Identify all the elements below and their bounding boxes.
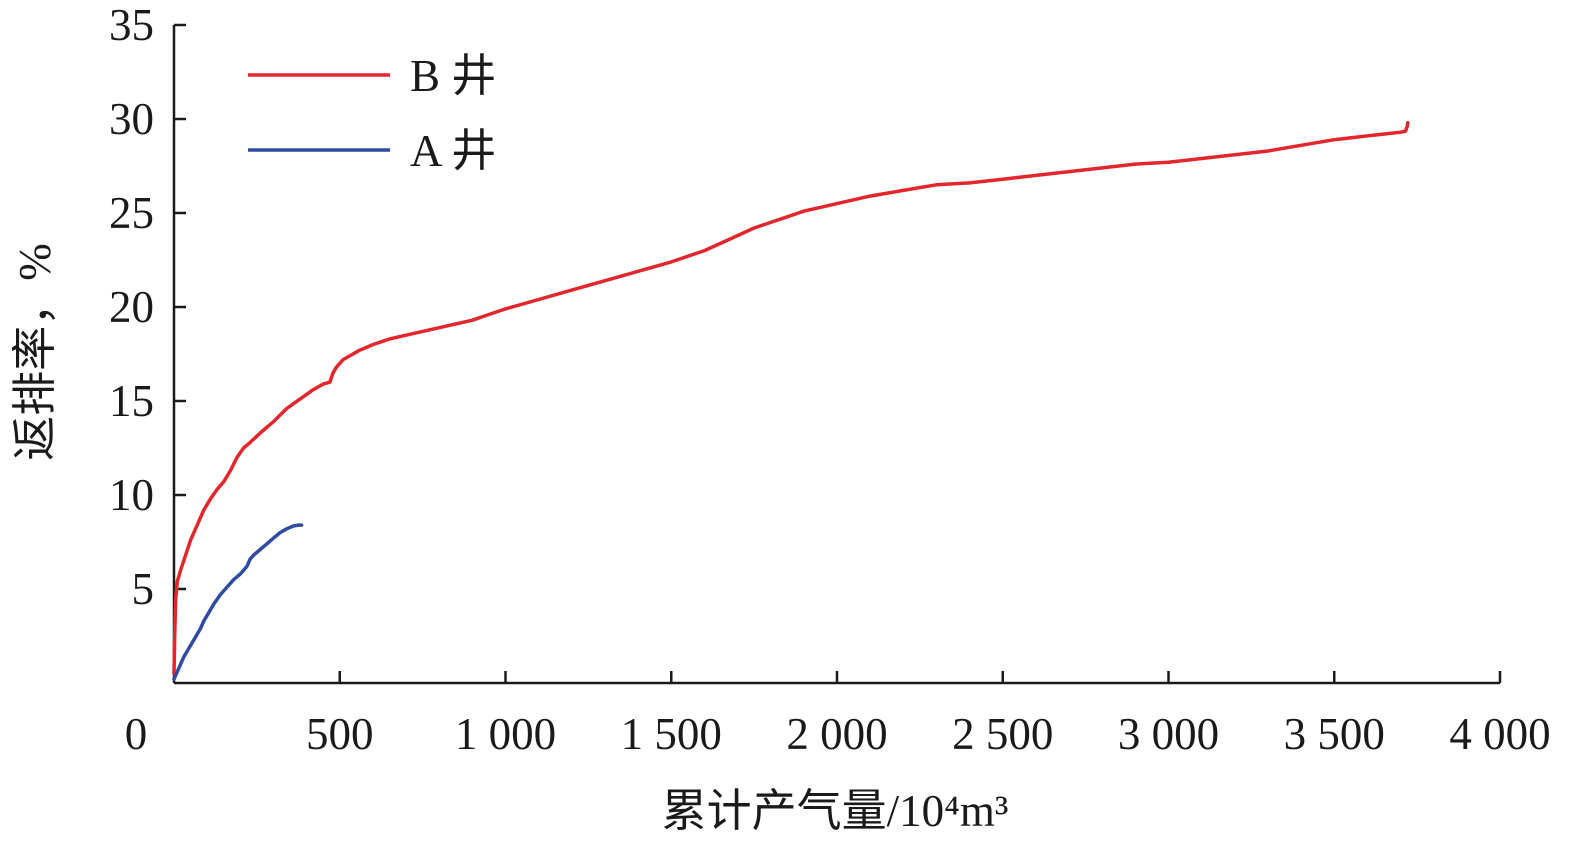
x-tick-label: 500 <box>306 709 374 759</box>
legend: B 井 A 井 <box>248 51 496 176</box>
x-tick-label: 1 000 <box>455 709 556 759</box>
axes: 5 10 15 20 25 30 35 0 500 1 000 1 500 2 000 2 500 3 0… <box>109 0 1551 759</box>
y-axis-label: 返排率，% <box>10 243 60 461</box>
x-tick-label: 2 000 <box>786 709 887 759</box>
y-tick-label: 10 <box>109 470 154 520</box>
y-tick-label: 35 <box>109 0 154 50</box>
x-tick-label: 0 <box>125 709 148 759</box>
y-tick-label: 5 <box>132 564 155 614</box>
legend-label: A 井 <box>410 126 496 176</box>
series-line-1 <box>174 123 1408 674</box>
x-tick-label: 2 500 <box>952 709 1053 759</box>
x-tick-label: 3 000 <box>1118 709 1219 759</box>
y-tick-label: 15 <box>109 376 154 426</box>
series-line-2 <box>174 525 302 679</box>
x-tick-label: 3 500 <box>1284 709 1385 759</box>
y-tick-label: 20 <box>109 282 154 332</box>
x-tick-label: 4 000 <box>1449 709 1550 759</box>
x-tick-label: 1 500 <box>621 709 722 759</box>
x-axis-label: 累计产气量/10⁴m³ <box>662 786 1009 836</box>
y-tick-label: 30 <box>109 94 154 144</box>
series-layer <box>174 123 1408 679</box>
y-tick-label: 25 <box>109 188 154 238</box>
legend-label: B 井 <box>410 51 496 101</box>
